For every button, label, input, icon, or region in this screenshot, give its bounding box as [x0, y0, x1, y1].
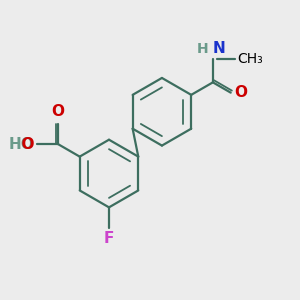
Text: HO: HO	[9, 136, 34, 152]
Text: N: N	[213, 41, 226, 56]
Text: O: O	[52, 104, 64, 119]
Text: O: O	[234, 85, 247, 100]
Text: O: O	[11, 136, 35, 152]
Text: CH₃: CH₃	[237, 52, 263, 66]
Text: H: H	[197, 43, 208, 56]
Text: F: F	[104, 232, 114, 247]
